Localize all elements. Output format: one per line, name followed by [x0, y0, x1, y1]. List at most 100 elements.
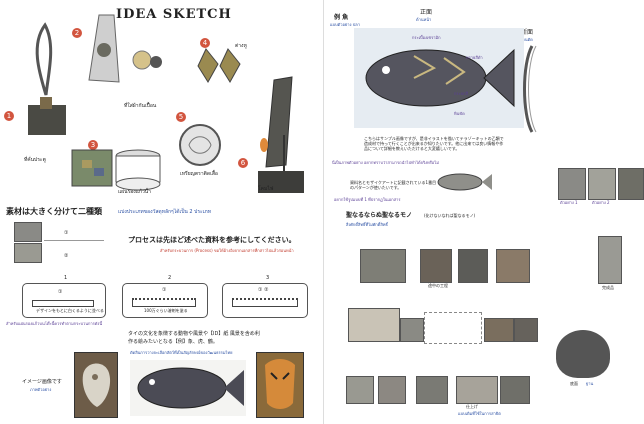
- step-3-number: 3: [266, 275, 270, 281]
- process-photo-3: [458, 249, 488, 283]
- photo-caption-2: 完成品: [602, 285, 614, 290]
- bottom-photo-5: [500, 376, 530, 404]
- step-1-mark: ①: [58, 289, 63, 295]
- bowl-photo: [556, 330, 610, 378]
- bottom-photo-2: [378, 376, 406, 404]
- earrings-sketch: [197, 48, 241, 83]
- idea-sketch-title: IDEA SKETCH: [116, 7, 232, 22]
- step-1-layer: [32, 300, 94, 307]
- detail-photo-3: [484, 318, 514, 342]
- coaster-sketch: [71, 149, 161, 191]
- process-photo-5: [598, 236, 622, 284]
- bottom-photo-1: [346, 376, 374, 404]
- example-image-tiger: [256, 352, 304, 418]
- step-2-box: [122, 283, 208, 318]
- sample-thumb-caption-2: ตัวอย่าง 2: [592, 200, 610, 205]
- process-photo-1: [360, 249, 406, 283]
- image-label-th: ภาพตัวอย่าง: [30, 387, 52, 392]
- step-2-note: 100万ぐらい溶剤を塗る: [144, 308, 188, 313]
- image-label-jp: イメージ画像です: [22, 379, 62, 385]
- example-image-elephant: [74, 352, 118, 418]
- step-2-mark: ①: [162, 287, 167, 293]
- item-number-6: 6: [238, 158, 248, 168]
- lamp-sketch: [258, 76, 304, 193]
- material-row-1-label: ①: [64, 230, 69, 236]
- material-note-jp-text: 資料名とモザイクアートに記載されている1番目のパターンが使いたいです。: [350, 180, 437, 191]
- fish-callout-2: ทรายสีดำ: [466, 55, 483, 60]
- step-1-note: デザインをもとに白くるように並べる: [36, 308, 104, 313]
- final-label-jp: 底面: [570, 381, 578, 386]
- sample-thumb-2: [588, 168, 616, 200]
- fish-description-jp: こちらはサンプル画像ですが、是非イラストを描いてテラゾーキットの乙類で造成材で持…: [364, 136, 504, 152]
- material-sample-1: [14, 222, 42, 242]
- step-2-number: 2: [168, 275, 172, 281]
- right-page: 例 魚 แบบตัวอย่าง ปลา 正面 ด้านหน้า 断面 ด้านต…: [323, 0, 644, 424]
- item-label-3: แผ่นรองแก้วน้ำ: [118, 189, 151, 195]
- front-label-th: ด้านหน้า: [416, 17, 432, 22]
- sample-thumb-caption-1: ตัวอย่าง 1: [560, 200, 578, 205]
- section1-heading: 素材は大きく分けて二種類: [6, 207, 102, 216]
- section-label-th: ด้านตัด: [520, 37, 533, 42]
- step-1-box: [22, 283, 106, 318]
- item-label-6: โคมไฟ: [258, 186, 274, 192]
- section2-footnote: สำหรับแผ่นรองแก้วบนโต๊ะนี้ควรทำตามกระบวน…: [6, 321, 103, 326]
- item-number-2: 2: [72, 28, 82, 38]
- door-stopper-sketch: [28, 22, 66, 135]
- material-sample-2: [14, 243, 42, 263]
- detail-photo-1: [348, 308, 400, 342]
- item-number-5: 5: [176, 112, 186, 122]
- step-3-layer: [232, 298, 298, 307]
- step-3-mark: ① ②: [258, 287, 269, 293]
- detail-photo-2: [400, 318, 424, 342]
- photo-caption-1: 途中の工程: [428, 283, 448, 288]
- section-label-jp: 断面: [521, 29, 534, 36]
- bottom-heading-note: (化けないなれば聖なるモノ): [424, 213, 476, 218]
- item-number-3: 3: [88, 140, 98, 150]
- fish-description-th: นี่เป็นภาพตัวอย่าง อยากทราบว่าสามารถนำไป…: [332, 160, 439, 165]
- bottom-heading-jp: 聖なるならぬ聖なるモノ: [346, 212, 413, 219]
- fish-callout-1: กระเบื้องเซรามิก: [412, 35, 441, 40]
- bottom-photo-4: [456, 376, 498, 404]
- item-number-4: 4: [200, 38, 210, 48]
- item-label-4: ต่างหู: [235, 43, 247, 49]
- material-note-jp: 資料名とモザイクアートに記載されている1番目のパターンが使いたいです。: [350, 180, 440, 190]
- fish-callout-4: หินขัด: [454, 111, 465, 116]
- material-row-2-label: ②: [64, 253, 69, 259]
- apron-holder-sketch: [88, 14, 162, 83]
- left-page: IDEA SKETCH 1 ที่คั่นประตู 2 ที่ใส่ผ้ากั…: [4, 7, 308, 418]
- section1-subheading: แบ่งประเภทของวัสดุหลักๆได้เป็น 2 ประเภท: [118, 209, 211, 215]
- item-label-2: ที่ใส่ผ้ากันเปื้อน: [124, 103, 157, 109]
- material-row-divider: [44, 240, 104, 241]
- step-2-layer: [132, 298, 196, 307]
- item-label-1: ที่คั่นประตู: [24, 157, 46, 163]
- photo-caption-3: 仕上げ: [466, 404, 478, 409]
- example-image-fish: [130, 360, 246, 416]
- process-photo-2: [420, 249, 452, 283]
- step-3-box: [222, 283, 308, 318]
- detail-text-box: [424, 312, 482, 344]
- culture-text-jp-2: 作る絵みたいとなる【例】象、虎、鶴。: [128, 339, 218, 345]
- final-label-th: ฐาน: [586, 381, 594, 386]
- sample-thumb-1: [558, 168, 586, 200]
- bottom-th-caption: แบบเดิมที่ใช้ในการสาธิต: [458, 411, 501, 416]
- bottom-subheading: สิ่งศักดิ์สิทธิ์ที่ไม่ศักดิ์สิทธิ์: [346, 222, 388, 227]
- material-note-th: อยากใช้รูปแบบที่ 1 ที่ปรากฏในเอกสาร: [334, 197, 401, 202]
- item-number-1: 1: [4, 111, 14, 121]
- process-photo-4: [496, 249, 530, 283]
- fish-title-jp: 例 魚: [334, 14, 349, 21]
- fish-callout-3: กระจกสี: [454, 91, 468, 96]
- badge-sketch: [179, 124, 221, 166]
- cross-section-diagram: [523, 45, 537, 133]
- front-label-jp: 正面: [420, 9, 433, 16]
- mosaic-fish-front-view: [354, 28, 524, 128]
- culture-text-th: ตัดสินการวางจะเลือกสัตว์ที่เป็นสัญลักษณ์…: [130, 350, 233, 355]
- item-label-5: เหรียญตราติดเสื้อ: [180, 171, 218, 177]
- section2-subheading: สำหรับกระบวนการ (Process) ขอให้อ้างอิงจา…: [160, 248, 294, 253]
- sample-thumb-3: [618, 168, 644, 200]
- section2-heading: プロセスは先ほど述べた資料を参考にしてください。: [128, 236, 296, 244]
- step-1-number: 1: [64, 275, 68, 281]
- pebble-fish-sample: [437, 173, 492, 191]
- fish-title-th: แบบตัวอย่าง ปลา: [330, 22, 360, 27]
- detail-photo-4: [514, 318, 538, 342]
- culture-text-jp-1: タイの文化を象徴する動物や風景や【ID】紙 風景を含め利: [128, 331, 260, 337]
